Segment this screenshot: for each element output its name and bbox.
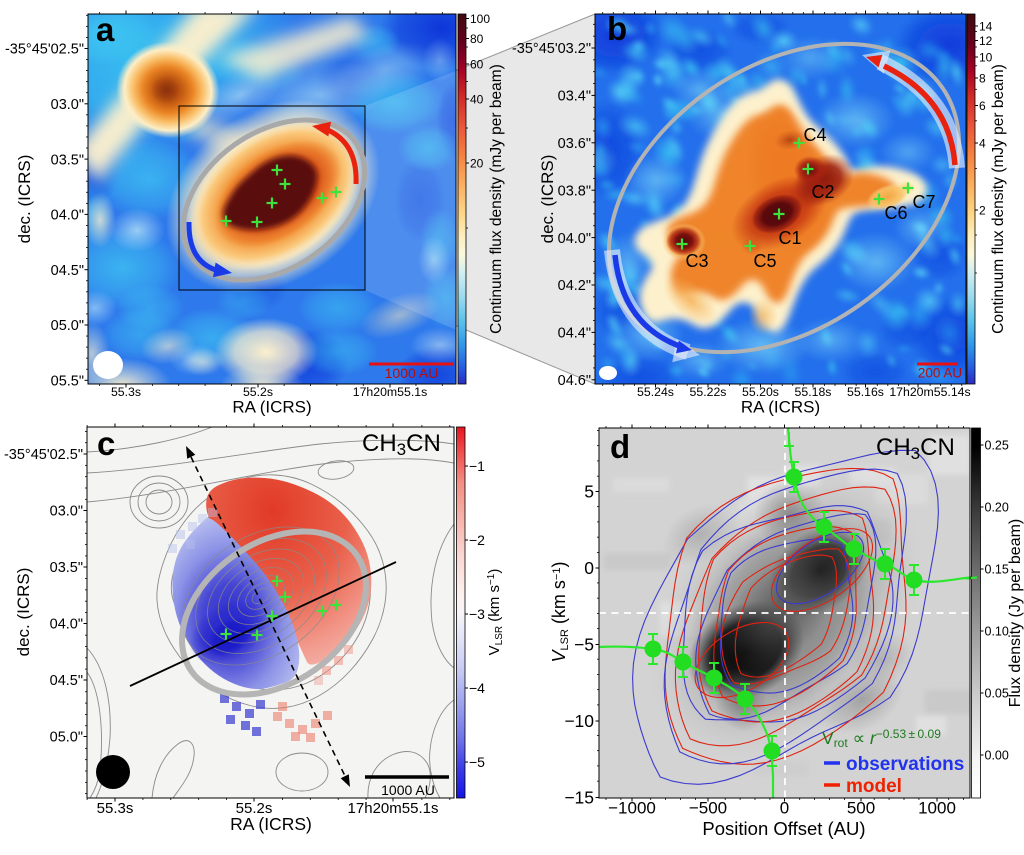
svg-text:C4: C4 — [803, 125, 826, 145]
svg-text:C2: C2 — [811, 182, 834, 202]
svg-text:dec. (ICRS): dec. (ICRS) — [14, 568, 33, 657]
svg-text:0.05: 0.05 — [985, 687, 1009, 701]
svg-text:03.4": 03.4" — [558, 89, 591, 105]
svg-text:100: 100 — [470, 12, 490, 26]
svg-text:−3: −3 — [469, 606, 485, 622]
svg-text:17h20m55.1s: 17h20m55.1s — [353, 385, 428, 399]
svg-text:05.0": 05.0" — [50, 730, 83, 746]
svg-text:05.5": 05.5" — [51, 374, 84, 390]
svg-text:observations: observations — [846, 754, 964, 775]
svg-text:Continuum flux density (mJy pe: Continuum flux density (mJy per beam) — [488, 64, 505, 334]
svg-text:10: 10 — [979, 50, 993, 64]
svg-text:55.18s: 55.18s — [795, 385, 832, 399]
svg-text:80: 80 — [470, 32, 484, 46]
svg-text:model: model — [846, 776, 902, 797]
svg-text:−5: −5 — [574, 635, 594, 655]
svg-text:RA (ICRS): RA (ICRS) — [741, 398, 820, 417]
svg-text:-35°45'02.5": -35°45'02.5" — [5, 42, 84, 58]
svg-text:0: 0 — [584, 558, 594, 578]
svg-text:12: 12 — [979, 34, 993, 48]
svg-text:03.6": 03.6" — [558, 136, 591, 152]
svg-text:C1: C1 — [778, 228, 801, 248]
svg-text:04.6": 04.6" — [558, 373, 591, 389]
svg-text:03.8": 03.8" — [558, 183, 591, 199]
svg-text:60: 60 — [470, 57, 484, 71]
svg-text:-35°45'02.5": -35°45'02.5" — [4, 447, 83, 463]
svg-text:0: 0 — [780, 799, 789, 818]
svg-text:0.25: 0.25 — [985, 439, 1009, 453]
svg-text:Continuum flux density (mJy pe: Continuum flux density (mJy per beam) — [990, 64, 1007, 334]
svg-text:55.22s: 55.22s — [690, 385, 727, 399]
svg-text:1000: 1000 — [918, 799, 956, 818]
svg-text:−2: −2 — [469, 532, 485, 548]
svg-text:40: 40 — [470, 92, 484, 106]
svg-text:05.0": 05.0" — [51, 318, 84, 334]
svg-text:−15: −15 — [564, 788, 594, 808]
svg-text:2: 2 — [979, 203, 986, 217]
svg-text:CH3CN: CH3CN — [876, 434, 955, 463]
svg-text:−4: −4 — [469, 680, 485, 696]
svg-text:−1: −1 — [469, 458, 485, 474]
svg-text:1000 AU: 1000 AU — [385, 365, 439, 381]
svg-text:-35°45'03.2": -35°45'03.2" — [512, 41, 591, 57]
svg-text:Flux density (Jy per beam): Flux density (Jy per beam) — [1007, 519, 1024, 708]
svg-text:C5: C5 — [753, 251, 776, 271]
svg-text:4: 4 — [979, 136, 986, 150]
svg-text:d: d — [610, 428, 630, 465]
svg-text:RA (ICRS): RA (ICRS) — [230, 814, 312, 834]
svg-text:55.16s: 55.16s — [847, 385, 884, 399]
svg-text:RA (ICRS): RA (ICRS) — [232, 398, 311, 417]
svg-text:200 AU: 200 AU — [918, 366, 962, 381]
svg-text:55.2s: 55.2s — [236, 800, 273, 817]
svg-text:C3: C3 — [685, 251, 708, 271]
svg-text:dec. (ICRS): dec. (ICRS) — [15, 155, 34, 244]
svg-text:03.0": 03.0" — [50, 504, 83, 520]
svg-text:55.3s: 55.3s — [97, 800, 134, 817]
svg-text:C6: C6 — [884, 203, 907, 223]
svg-text:0.10: 0.10 — [985, 625, 1009, 639]
svg-text:20: 20 — [470, 156, 484, 170]
svg-text:0.00: 0.00 — [985, 749, 1009, 763]
svg-text:55.3s: 55.3s — [111, 385, 141, 399]
svg-text:55.24s: 55.24s — [637, 385, 674, 399]
svg-text:−500: −500 — [689, 799, 727, 818]
svg-text:b: b — [607, 10, 627, 47]
svg-text:17h20m55.1s: 17h20m55.1s — [348, 800, 439, 817]
svg-text:14: 14 — [979, 19, 993, 33]
svg-text:55.2s: 55.2s — [243, 385, 273, 399]
svg-text:04.4": 04.4" — [558, 326, 591, 342]
svg-text:6: 6 — [979, 99, 986, 113]
svg-text:−1000: −1000 — [608, 799, 656, 818]
svg-text:1000 AU: 1000 AU — [381, 782, 435, 798]
svg-text:VLSR (km s−1): VLSR (km s−1) — [549, 562, 571, 663]
svg-text:500: 500 — [847, 799, 875, 818]
svg-text:03.0": 03.0" — [51, 97, 84, 113]
svg-text:0.15: 0.15 — [985, 563, 1009, 577]
svg-text:dec. (ICRS): dec. (ICRS) — [538, 155, 557, 244]
svg-text:04.2": 04.2" — [558, 278, 591, 294]
svg-text:−10: −10 — [564, 711, 594, 731]
svg-text:04.5": 04.5" — [51, 263, 84, 279]
svg-text:17h20m55.14s: 17h20m55.14s — [889, 385, 970, 399]
svg-text:c: c — [97, 425, 115, 462]
svg-text:03.5": 03.5" — [50, 560, 83, 576]
svg-text:−5: −5 — [469, 754, 485, 770]
svg-text:0.20: 0.20 — [985, 501, 1009, 515]
svg-text:04.5": 04.5" — [50, 673, 83, 689]
svg-text:a: a — [96, 11, 115, 48]
svg-text:03.5": 03.5" — [51, 152, 84, 168]
svg-text:8: 8 — [979, 71, 986, 85]
svg-text:04.0": 04.0" — [558, 231, 591, 247]
svg-text:C7: C7 — [912, 192, 935, 212]
svg-text:04.0": 04.0" — [50, 617, 83, 633]
svg-text:55.20s: 55.20s — [742, 385, 779, 399]
svg-text:04.0": 04.0" — [51, 208, 84, 224]
svg-text:Position Offset (AU): Position Offset (AU) — [702, 818, 865, 839]
svg-text:5: 5 — [584, 482, 594, 502]
